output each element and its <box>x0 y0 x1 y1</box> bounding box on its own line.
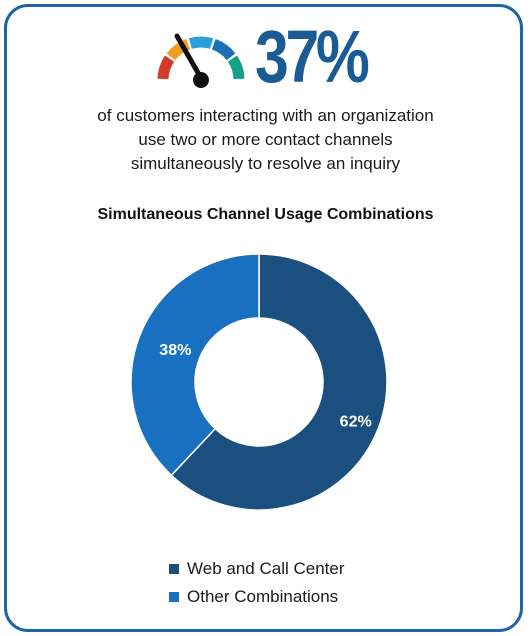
slice-data-label: 62% <box>340 413 372 430</box>
chart-legend: Web and Call Center Other Combinations <box>169 555 345 611</box>
legend-label: Other Combinations <box>187 587 339 606</box>
legend-item-other-combinations: Other Combinations <box>169 583 345 611</box>
description-line: simultaneously to resolve an inquiry <box>130 154 401 173</box>
legend-label: Web and Call Center <box>187 559 345 578</box>
description-line: use two or more contact channels <box>138 130 393 149</box>
gauge-hub <box>193 72 209 88</box>
gauge-segment <box>157 55 175 80</box>
legend-swatch <box>169 564 179 574</box>
speedometer-icon <box>157 33 245 88</box>
gauge-segment <box>166 39 191 61</box>
description-line: of customers interacting with an organiz… <box>97 106 434 125</box>
donut-slice <box>170 253 388 511</box>
legend-swatch <box>169 592 179 602</box>
slice-data-label: 38% <box>159 342 191 359</box>
chart-title: Simultaneous Channel Usage Combinations <box>97 206 434 223</box>
gauge-segment <box>227 55 245 80</box>
gauge-segment <box>188 36 214 49</box>
donut-slice <box>130 253 260 477</box>
headline-stat: 37% <box>255 15 370 98</box>
gauge-needle <box>174 33 204 81</box>
gauge-segment <box>211 39 236 61</box>
headline-description: of customers interacting with an organiz… <box>0 104 531 176</box>
legend-item-web-and-call-center: Web and Call Center <box>169 555 345 583</box>
